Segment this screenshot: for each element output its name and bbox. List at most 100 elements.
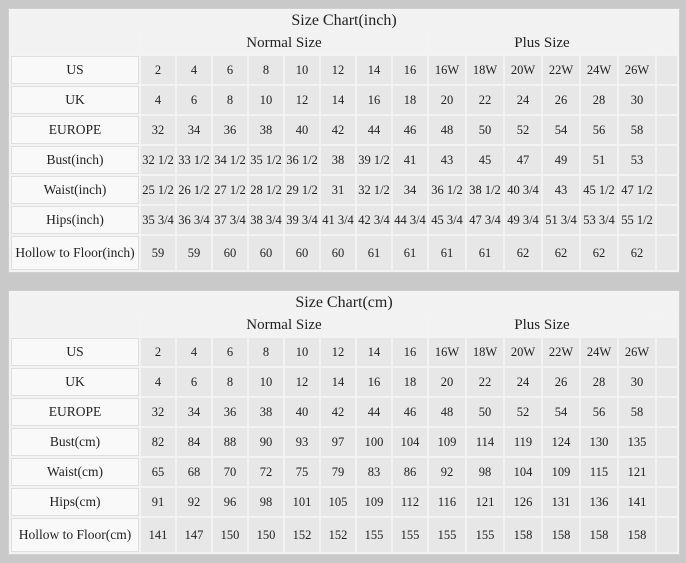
size-value-cell: 56 xyxy=(581,116,617,144)
size-value-cell: 52 xyxy=(505,116,541,144)
size-value-cell: 24W xyxy=(581,56,617,84)
size-value-cell: 6 xyxy=(213,338,247,366)
size-value-cell: 27 1/2 xyxy=(213,176,247,204)
size-value-cell: 16 xyxy=(393,338,427,366)
size-value-cell: 18W xyxy=(467,56,503,84)
size-value-cell: 34 xyxy=(177,398,211,426)
spacer-cell xyxy=(657,398,678,426)
size-value-cell: 44 3/4 xyxy=(393,206,427,234)
size-value-cell: 98 xyxy=(467,458,503,486)
size-value-cell: 62 xyxy=(581,236,617,270)
size-value-cell: 152 xyxy=(321,518,355,552)
size-value-cell: 38 xyxy=(321,146,355,174)
spacer-cell xyxy=(657,176,678,204)
spacer-cell xyxy=(657,86,678,114)
size-value-cell: 51 xyxy=(581,146,617,174)
size-value-cell: 32 xyxy=(141,116,175,144)
size-value-cell: 36 xyxy=(213,116,247,144)
size-value-cell: 33 1/2 xyxy=(177,146,211,174)
size-value-cell: 2 xyxy=(141,338,175,366)
size-value-cell: 10 xyxy=(285,56,319,84)
size-value-cell: 42 xyxy=(321,398,355,426)
row-label: EUROPE xyxy=(11,398,139,426)
size-value-cell: 41 xyxy=(393,146,427,174)
size-value-cell: 101 xyxy=(285,488,319,516)
size-value-cell: 22 xyxy=(467,86,503,114)
size-value-cell: 150 xyxy=(249,518,283,552)
size-row: US 2 4 6 8 10 12 14 16 16W 18W 20W 22W 24W 26W xyxy=(11,338,678,366)
size-row: Bust(inch) 32 1/2 33 1/2 34 1/2 35 1/2 36 1/2… xyxy=(11,146,678,174)
size-value-cell: 22W xyxy=(543,338,579,366)
size-value-cell: 135 xyxy=(619,428,655,456)
size-value-cell: 36 1/2 xyxy=(285,146,319,174)
size-value-cell: 36 3/4 xyxy=(177,206,211,234)
size-value-cell: 34 1/2 xyxy=(213,146,247,174)
row-label: Bust(inch) xyxy=(11,146,139,174)
size-value-cell: 45 3/4 xyxy=(429,206,465,234)
size-value-cell: 44 xyxy=(357,398,391,426)
table-title: Size Chart(inch) xyxy=(11,11,678,31)
size-value-cell: 38 xyxy=(249,116,283,144)
size-value-cell: 4 xyxy=(177,338,211,366)
size-value-cell: 28 1/2 xyxy=(249,176,283,204)
size-value-cell: 12 xyxy=(321,56,355,84)
size-value-cell: 44 xyxy=(357,116,391,144)
size-value-cell: 105 xyxy=(321,488,355,516)
size-row: Hips(inch) 35 3/4 36 3/4 37 3/4 38 3/4 39 3/4… xyxy=(11,206,678,234)
size-chart-cm-table: Size Chart(cm) Normal Size Plus Size US 2… xyxy=(8,290,681,555)
size-value-cell: 62 xyxy=(505,236,541,270)
size-value-cell: 29 1/2 xyxy=(285,176,319,204)
size-value-cell: 14 xyxy=(321,86,355,114)
size-value-cell: 26 xyxy=(543,86,579,114)
size-value-cell: 75 xyxy=(285,458,319,486)
row-label: Hollow to Floor(cm) xyxy=(11,518,139,552)
size-value-cell: 53 3/4 xyxy=(581,206,617,234)
size-value-cell: 14 xyxy=(321,368,355,396)
size-value-cell: 54 xyxy=(543,116,579,144)
size-value-cell: 152 xyxy=(285,518,319,552)
size-row: Hollow to Floor(cm) 141 147 150 150 152 152 155… xyxy=(11,518,678,552)
size-value-cell: 26W xyxy=(619,338,655,366)
size-value-cell: 116 xyxy=(429,488,465,516)
normal-size-header: Normal Size xyxy=(141,315,427,336)
size-value-cell: 82 xyxy=(141,428,175,456)
size-value-cell: 8 xyxy=(213,86,247,114)
spacer-cell xyxy=(657,518,678,552)
size-value-cell: 40 xyxy=(285,398,319,426)
size-chart-inch-table: Size Chart(inch) Normal Size Plus Size U… xyxy=(8,8,681,273)
size-value-cell: 43 xyxy=(429,146,465,174)
size-value-cell: 35 3/4 xyxy=(141,206,175,234)
size-value-cell: 121 xyxy=(467,488,503,516)
spacer-cell xyxy=(657,56,678,84)
size-row: Bust(cm) 82 84 88 90 93 97 100 104 109 114 119 124 13… xyxy=(11,428,678,456)
size-value-cell: 51 3/4 xyxy=(543,206,579,234)
size-value-cell: 43 xyxy=(543,176,579,204)
size-value-cell: 53 xyxy=(619,146,655,174)
row-label: Bust(cm) xyxy=(11,428,139,456)
spacer-cell xyxy=(657,428,678,456)
row-label: Waist(cm) xyxy=(11,458,139,486)
size-value-cell: 4 xyxy=(141,86,175,114)
size-value-cell: 42 3/4 xyxy=(357,206,391,234)
size-value-cell: 158 xyxy=(543,518,579,552)
table-title: Size Chart(cm) xyxy=(11,293,678,313)
size-value-cell: 61 xyxy=(467,236,503,270)
size-value-cell: 42 xyxy=(321,116,355,144)
size-value-cell: 147 xyxy=(177,518,211,552)
size-value-cell: 16 xyxy=(357,86,391,114)
size-value-cell: 26 1/2 xyxy=(177,176,211,204)
spacer-cell xyxy=(657,146,678,174)
size-value-cell: 6 xyxy=(177,368,211,396)
size-value-cell: 50 xyxy=(467,116,503,144)
size-value-cell: 155 xyxy=(429,518,465,552)
size-value-cell: 34 xyxy=(393,176,427,204)
size-row: EUROPE 32 34 36 38 40 42 44 46 48 50 52 54 56 58 xyxy=(11,116,678,144)
size-value-cell: 32 xyxy=(141,398,175,426)
row-label: EUROPE xyxy=(11,116,139,144)
size-value-cell: 60 xyxy=(249,236,283,270)
size-value-cell: 104 xyxy=(393,428,427,456)
size-value-cell: 141 xyxy=(141,518,175,552)
plus-size-header: Plus Size xyxy=(429,33,655,54)
size-value-cell: 20W xyxy=(505,56,541,84)
size-row: Hollow to Floor(inch) 59 59 60 60 60 60 61 61 61 6… xyxy=(11,236,678,270)
